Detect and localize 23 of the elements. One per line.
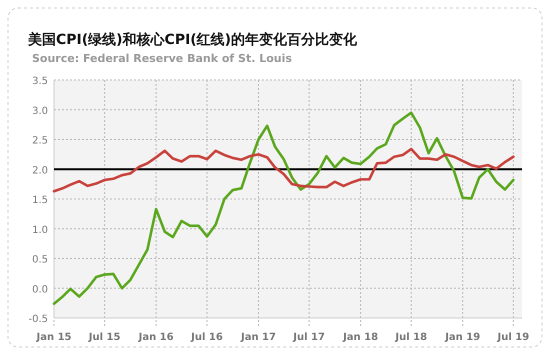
y-tick-label: 3.0 (32, 106, 48, 117)
x-tick-label: Jul 15 (88, 332, 121, 343)
y-tick-label: 2.5 (32, 136, 48, 146)
x-tick-label: Jul 19 (496, 332, 530, 343)
x-tick-label: Jul 17 (292, 332, 325, 343)
x-tick-label: Jan 16 (138, 332, 174, 343)
y-tick-label: 1.0 (32, 224, 48, 236)
x-tick-label: Jan 18 (342, 332, 378, 343)
x-tick-label: Jan 17 (240, 332, 276, 343)
line-series (52, 111, 515, 306)
y-tick-label: 2.0 (32, 165, 48, 176)
y-tick-label: -0.5 (28, 314, 48, 325)
x-tick-label: Jan 19 (444, 332, 480, 343)
y-tick-label: 0.0 (32, 284, 48, 296)
y-tick-label: 3.5 (32, 76, 48, 87)
y-tick-label: 0.5 (32, 254, 48, 266)
x-tick-label: Jul 18 (394, 332, 428, 343)
chart-subtitle: Source: Federal Reserve Bank of St. Louis (32, 52, 292, 65)
x-tick-label: Jan 15 (36, 332, 72, 343)
chart-title: 美国CPI(绿线)和核心CPI(红线)的年变化百分比变化 (27, 31, 358, 48)
x-tick-label: Jul 16 (190, 332, 223, 343)
line-series (52, 148, 515, 193)
y-tick-label: 1.5 (32, 195, 48, 206)
